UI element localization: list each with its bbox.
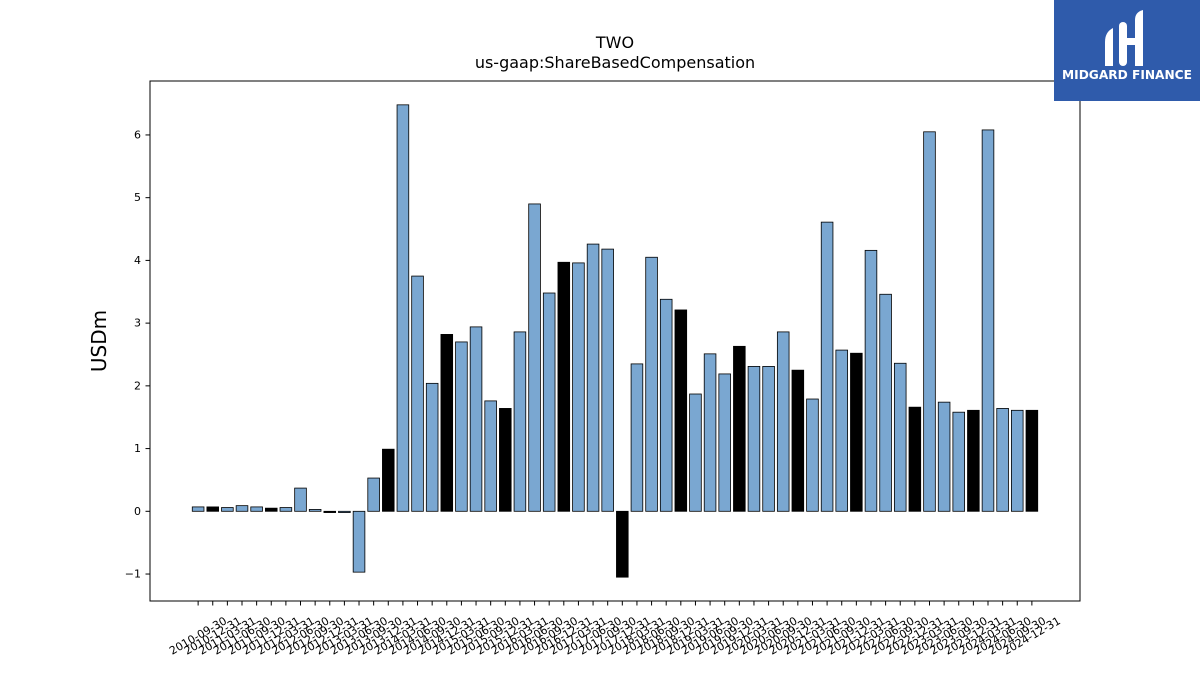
bar [352,510,366,573]
y-axis-ticks: −1 0 1 2 3 4 5 6 [125,128,150,581]
bar [747,366,761,512]
bar [484,400,497,512]
bar [367,477,380,512]
y-tick-label: 2 [134,379,141,392]
logo: MIDGARD FINANCE [1054,0,1200,101]
bar [425,382,439,512]
bar [996,408,1009,512]
bar [850,352,863,512]
bar [279,507,293,512]
bar [586,243,600,512]
y-tick-label: 3 [134,317,141,330]
bar [338,510,351,513]
bar [835,349,848,512]
y-tick-label: 4 [134,254,141,267]
bar [893,362,907,512]
bar [820,221,834,512]
y-tick-label: −1 [125,568,141,581]
bar [630,363,644,512]
bar [864,249,878,512]
plot-frame [149,80,1081,602]
bar [542,292,556,512]
bar [879,293,892,512]
bar [659,298,673,512]
bar [689,393,702,512]
bar [616,510,629,578]
y-axis-label: USDm [87,310,111,372]
y-tick-label: 6 [134,128,141,141]
bar [762,366,775,512]
bar [806,398,819,512]
bar [718,373,731,512]
bar [967,409,980,512]
bar [1025,409,1039,512]
bar [572,262,585,512]
y-tick-label: 1 [134,442,141,455]
bar [382,448,395,512]
bar [455,341,468,512]
logo-text: MIDGARD FINANCE [1062,68,1192,82]
bar [221,507,234,512]
bar [191,506,205,512]
bar [499,408,512,512]
chart-subtitle: us-gaap:ShareBasedCompensation [475,53,755,72]
bar [937,401,951,512]
bar [601,248,614,512]
bar [981,129,995,512]
bar [294,487,307,512]
bar [513,331,527,512]
bar [411,275,424,512]
bar [791,369,805,512]
bars-group [191,104,1039,578]
y-tick-label: 0 [134,505,141,518]
bar [674,309,688,512]
bar [323,510,337,513]
bar [308,509,322,512]
y-tick-label: 5 [134,191,141,204]
chart-title: TWO [595,33,634,52]
bar [396,104,410,512]
bar [776,331,790,512]
bar [645,256,658,512]
bar [469,326,483,512]
bar [440,334,454,512]
bar [703,353,717,512]
midgard-logo-icon [1105,10,1143,66]
x-axis-ticks: 2010-09-302010-12-312011-03-312011-06-30… [167,601,1063,658]
bar [952,411,965,512]
bar [250,506,263,512]
bar [733,345,746,512]
bar [923,131,936,512]
bar [908,406,922,512]
bar [1010,409,1024,512]
bar [235,505,249,512]
bar [557,261,571,512]
bar [206,506,220,512]
bar [265,507,278,512]
bar [528,203,541,512]
